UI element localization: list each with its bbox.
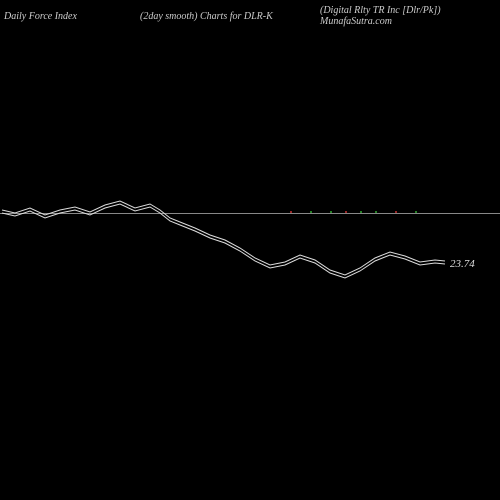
signal-marker bbox=[290, 211, 292, 213]
series-line-bottom bbox=[2, 204, 445, 278]
signal-marker bbox=[360, 211, 362, 213]
signal-marker bbox=[310, 211, 312, 213]
current-value-label: 23.74 bbox=[450, 258, 475, 270]
signal-marker bbox=[375, 211, 377, 213]
signal-marker bbox=[330, 211, 332, 213]
force-index-chart: 23.74 bbox=[0, 0, 500, 500]
signal-marker bbox=[345, 211, 347, 213]
signal-marker bbox=[395, 211, 397, 213]
price-line-svg bbox=[0, 0, 500, 500]
series-line-top bbox=[2, 201, 445, 275]
signal-marker bbox=[415, 211, 417, 213]
